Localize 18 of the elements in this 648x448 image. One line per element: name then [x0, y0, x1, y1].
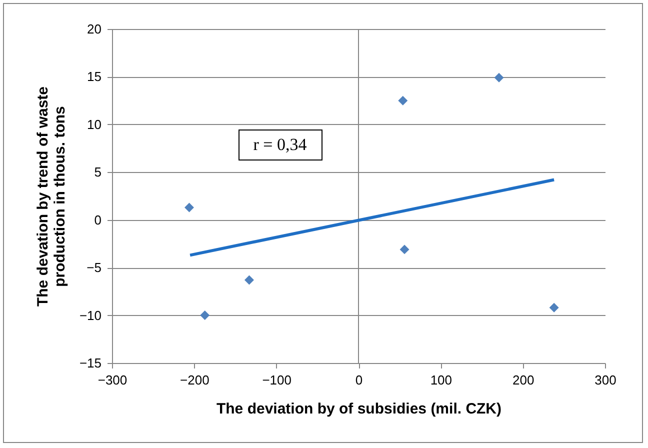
y-tick-label: 15: [87, 69, 102, 84]
x-axis-title: The deviation by of subsidies (mil. CZK): [216, 400, 502, 418]
y-axis-title: The devation by trend of waste production in thous. tons: [34, 86, 68, 307]
x-tick-label: −100: [262, 372, 292, 388]
y-tick-label: 5: [94, 164, 102, 180]
x-tick-label: 100: [430, 372, 452, 388]
y-tick-label: 20: [87, 22, 102, 36]
x-tick-label: 200: [512, 372, 534, 388]
annotation: r = 0,34: [253, 135, 308, 154]
y-tick-label: −15: [79, 356, 102, 370]
y-tick-label: 0: [94, 212, 102, 228]
y-tick-label: 10: [87, 116, 102, 132]
x-tick-label: −200: [180, 372, 210, 388]
x-tick-label: 300: [594, 372, 616, 388]
y-tick-label: −10: [79, 308, 102, 323]
x-tick-label: −300: [98, 372, 128, 388]
y-tick-label: −5: [86, 260, 102, 276]
x-tick-label: 0: [355, 372, 363, 388]
